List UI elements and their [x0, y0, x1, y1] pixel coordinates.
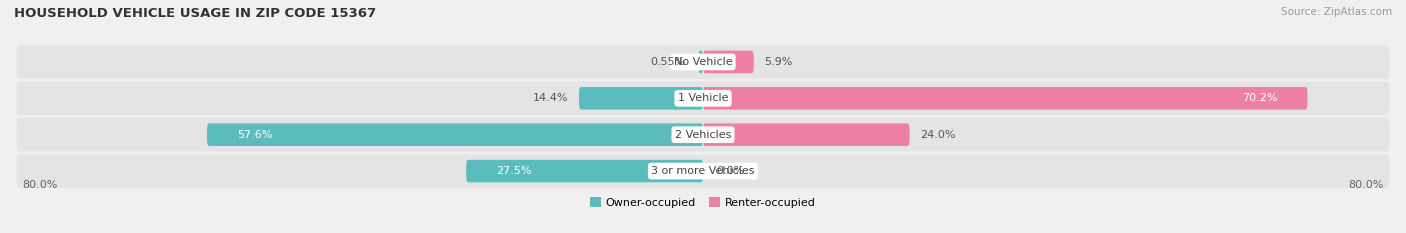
- Text: 1 Vehicle: 1 Vehicle: [678, 93, 728, 103]
- FancyBboxPatch shape: [17, 118, 1389, 151]
- Text: 0.55%: 0.55%: [650, 57, 685, 67]
- Text: 80.0%: 80.0%: [1348, 180, 1384, 190]
- FancyBboxPatch shape: [207, 123, 703, 146]
- Text: 70.2%: 70.2%: [1241, 93, 1278, 103]
- Text: 0.0%: 0.0%: [716, 166, 744, 176]
- FancyBboxPatch shape: [579, 87, 703, 110]
- FancyBboxPatch shape: [703, 123, 910, 146]
- Text: No Vehicle: No Vehicle: [673, 57, 733, 67]
- Text: 14.4%: 14.4%: [533, 93, 568, 103]
- FancyBboxPatch shape: [699, 51, 703, 73]
- FancyBboxPatch shape: [17, 154, 1389, 188]
- Legend: Owner-occupied, Renter-occupied: Owner-occupied, Renter-occupied: [586, 193, 820, 212]
- Text: 57.6%: 57.6%: [238, 130, 273, 140]
- FancyBboxPatch shape: [17, 45, 1389, 79]
- Text: 3 or more Vehicles: 3 or more Vehicles: [651, 166, 755, 176]
- FancyBboxPatch shape: [703, 51, 754, 73]
- FancyBboxPatch shape: [17, 82, 1389, 115]
- FancyBboxPatch shape: [467, 160, 703, 182]
- Text: Source: ZipAtlas.com: Source: ZipAtlas.com: [1281, 7, 1392, 17]
- Text: 2 Vehicles: 2 Vehicles: [675, 130, 731, 140]
- Text: 24.0%: 24.0%: [920, 130, 956, 140]
- Text: HOUSEHOLD VEHICLE USAGE IN ZIP CODE 15367: HOUSEHOLD VEHICLE USAGE IN ZIP CODE 1536…: [14, 7, 377, 20]
- Text: 27.5%: 27.5%: [496, 166, 531, 176]
- Text: 80.0%: 80.0%: [22, 180, 58, 190]
- FancyBboxPatch shape: [703, 87, 1308, 110]
- Text: 5.9%: 5.9%: [763, 57, 793, 67]
